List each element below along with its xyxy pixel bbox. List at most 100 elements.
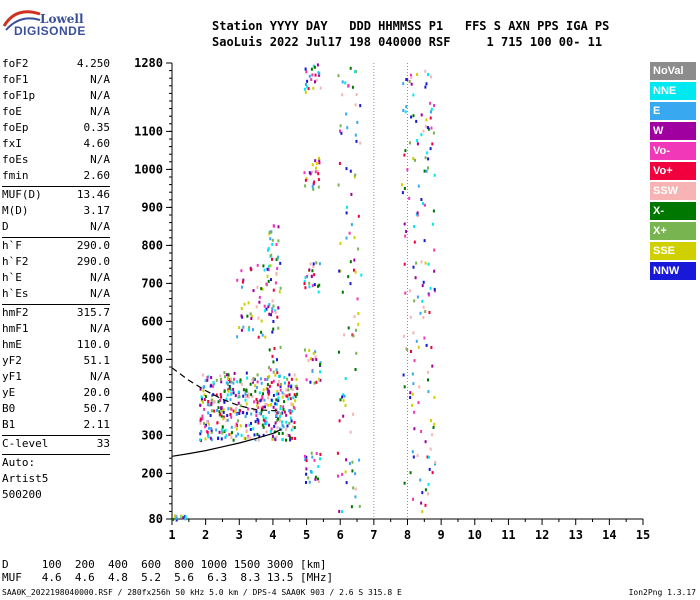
echo-point bbox=[275, 402, 278, 406]
echo-point bbox=[255, 410, 258, 414]
param-row: foF1 N/A bbox=[2, 73, 110, 89]
echo-point bbox=[319, 452, 322, 456]
echo-point bbox=[433, 269, 436, 273]
echo-point bbox=[265, 430, 268, 434]
echo-point bbox=[303, 87, 306, 91]
echo-point bbox=[230, 392, 233, 396]
echo-point bbox=[279, 345, 282, 349]
echo-point bbox=[226, 414, 229, 417]
echo-point bbox=[283, 381, 286, 385]
echo-point bbox=[277, 379, 280, 383]
echo-point bbox=[358, 458, 361, 462]
echo-point bbox=[250, 393, 253, 397]
echo-point bbox=[278, 374, 281, 378]
echo-point bbox=[251, 395, 254, 398]
echo-point bbox=[315, 166, 317, 170]
echo-point bbox=[240, 383, 243, 386]
echo-point bbox=[354, 495, 357, 499]
echo-point bbox=[279, 407, 282, 411]
echo-point bbox=[267, 410, 270, 414]
echo-point bbox=[271, 307, 274, 310]
echo-point bbox=[260, 409, 263, 413]
echo-point bbox=[413, 427, 416, 431]
echo-point bbox=[281, 438, 284, 442]
param-label: B1 bbox=[2, 418, 16, 431]
echo-point bbox=[269, 368, 272, 372]
echo-point bbox=[337, 474, 339, 478]
echo-point bbox=[252, 289, 255, 293]
param-label: MUF(D) bbox=[2, 188, 42, 201]
echo-point bbox=[350, 505, 353, 509]
echo-point bbox=[402, 373, 405, 377]
echo-point bbox=[209, 414, 212, 417]
echo-point bbox=[279, 388, 282, 392]
echo-point bbox=[253, 377, 256, 381]
echo-point bbox=[356, 297, 359, 301]
echo-point bbox=[272, 288, 275, 292]
echo-point bbox=[217, 400, 220, 404]
echo-point bbox=[305, 70, 308, 74]
echo-point bbox=[338, 269, 341, 273]
polarization-legend: NoVal NNE E W Vo- Vo+ SSW X- X+ SSE NNW bbox=[650, 62, 696, 282]
echo-point bbox=[354, 270, 357, 274]
station-header: Station YYYY DAY DDD HHMMSS P1 FFS S AXN… bbox=[212, 18, 609, 50]
echo-point bbox=[414, 276, 417, 280]
echo-point bbox=[210, 376, 213, 379]
y-tick-label: 400 bbox=[141, 390, 163, 404]
echo-point bbox=[250, 314, 253, 318]
x-tick-label: 3 bbox=[236, 528, 243, 542]
echo-point bbox=[341, 93, 344, 97]
echo-point bbox=[260, 330, 263, 334]
param-label: hmF1 bbox=[2, 322, 29, 335]
echo-point bbox=[242, 325, 245, 329]
echo-point bbox=[345, 236, 348, 240]
echo-point bbox=[338, 162, 341, 165]
echo-point bbox=[262, 392, 264, 396]
echo-point bbox=[270, 253, 273, 257]
echo-point bbox=[420, 430, 423, 433]
echo-point bbox=[304, 276, 307, 279]
echo-point bbox=[220, 380, 223, 384]
echo-point bbox=[246, 436, 249, 440]
separator bbox=[2, 186, 110, 187]
param-row: h`Es N/A bbox=[2, 287, 110, 303]
echo-point bbox=[288, 381, 290, 385]
echo-point bbox=[272, 320, 275, 323]
echo-point bbox=[262, 415, 265, 418]
echo-point bbox=[308, 480, 311, 484]
echo-point bbox=[403, 334, 406, 338]
echo-point bbox=[314, 350, 317, 354]
param-label: hmE bbox=[2, 338, 22, 351]
echo-point bbox=[315, 452, 318, 455]
auto-line: Artist5 bbox=[2, 472, 49, 485]
echo-point bbox=[212, 393, 215, 397]
echo-point bbox=[317, 290, 320, 294]
echo-point bbox=[414, 158, 416, 162]
echo-point bbox=[220, 377, 222, 381]
echo-point bbox=[409, 471, 412, 475]
echo-point bbox=[222, 408, 225, 412]
echo-point bbox=[245, 411, 248, 415]
echo-point bbox=[275, 414, 278, 418]
echo-point bbox=[242, 394, 245, 398]
echo-point bbox=[204, 437, 207, 441]
echo-point bbox=[277, 255, 280, 259]
echo-point bbox=[430, 110, 432, 114]
echo-point bbox=[318, 73, 321, 77]
echo-point bbox=[240, 433, 243, 437]
echo-point bbox=[260, 381, 263, 385]
echo-point bbox=[295, 377, 298, 381]
echo-point bbox=[261, 407, 263, 411]
echo-point bbox=[403, 222, 406, 226]
echo-point bbox=[409, 315, 412, 319]
echo-point bbox=[239, 409, 242, 413]
echo-point bbox=[290, 419, 293, 423]
echo-point bbox=[413, 410, 416, 414]
echo-point bbox=[245, 395, 248, 398]
y-tick-label: 1100 bbox=[134, 124, 163, 138]
echo-point bbox=[434, 462, 436, 466]
echo-point bbox=[427, 262, 430, 266]
echo-point bbox=[431, 364, 434, 368]
echo-point bbox=[353, 175, 356, 179]
echo-point bbox=[281, 420, 283, 424]
